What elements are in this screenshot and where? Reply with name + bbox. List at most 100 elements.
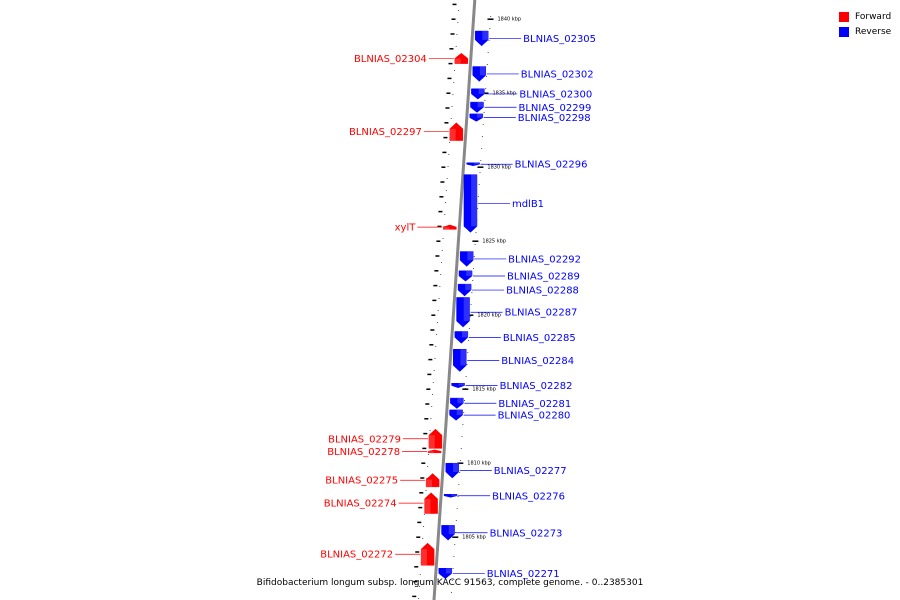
scale-dot: [477, 196, 479, 197]
gene-shade: [457, 398, 464, 404]
gene-label: xylT: [395, 223, 417, 234]
scale-dot: [436, 334, 438, 335]
gene-BLNIAS_02278[interactable]: BLNIAS_02278: [327, 447, 442, 458]
gene-xylT[interactable]: xylT: [395, 223, 457, 234]
gene-label: BLNIAS_02285: [503, 333, 576, 344]
gene-BLNIAS_02296[interactable]: BLNIAS_02296: [466, 160, 588, 171]
gene-shade: [482, 31, 489, 40]
gene-arrow: [424, 492, 438, 514]
gene-mdlB1[interactable]: mdlB1: [463, 174, 544, 233]
gene-BLNIAS_02302[interactable]: BLNIAS_02302: [472, 66, 594, 82]
scale-dot: [425, 490, 427, 491]
scale-dot: [475, 232, 477, 233]
gene-BLNIAS_02300[interactable]: BLNIAS_02300: [471, 88, 592, 101]
gene-BLNIAS_02276[interactable]: BLNIAS_02276: [443, 491, 565, 502]
gene-BLNIAS_02282[interactable]: BLNIAS_02282: [451, 381, 573, 392]
gene-arrow: [451, 383, 465, 388]
scale-dot: [435, 346, 437, 347]
gene-label: BLNIAS_02282: [500, 381, 573, 392]
gene-label: BLNIAS_02298: [518, 113, 591, 124]
gene-BLNIAS_02288[interactable]: BLNIAS_02288: [457, 283, 579, 297]
gene-label: mdlB1: [512, 199, 544, 210]
gene-BLNIAS_02273[interactable]: BLNIAS_02273: [441, 525, 563, 541]
scale-dot: [419, 574, 421, 575]
gene-BLNIAS_02272[interactable]: BLNIAS_02272: [320, 542, 435, 566]
gene-shade: [426, 479, 432, 487]
scale-dot: [463, 412, 465, 413]
gene-BLNIAS_02305[interactable]: BLNIAS_02305: [474, 30, 596, 47]
scale-dot: [437, 310, 439, 311]
gene-BLNIAS_02297[interactable]: BLNIAS_02297: [349, 122, 464, 141]
gene-BLNIAS_02299[interactable]: BLNIAS_02299: [470, 101, 592, 114]
scale-dot: [438, 298, 440, 299]
scale-dot: [478, 184, 480, 185]
gene-BLNIAS_02304[interactable]: BLNIAS_02304: [354, 52, 469, 65]
gene-arrow: [471, 88, 485, 100]
gene-BLNIAS_02284[interactable]: BLNIAS_02284: [453, 348, 574, 372]
gene-BLNIAS_02281[interactable]: BLNIAS_02281: [450, 397, 571, 410]
gene-shade: [454, 58, 461, 64]
scale-dot: [455, 520, 457, 521]
scale-dot: [470, 304, 472, 305]
gene-BLNIAS_02292[interactable]: BLNIAS_02292: [459, 251, 581, 267]
scale-dot: [464, 400, 466, 401]
scale-dot: [427, 466, 429, 467]
gene-arrow: [453, 348, 467, 372]
scale-dot: [487, 52, 489, 53]
gene-BLNIAS_02280[interactable]: BLNIAS_02280: [449, 409, 571, 422]
scale-dot: [459, 472, 461, 473]
kbp-tick-label: 1810 kbp: [467, 461, 491, 467]
scale-dot: [434, 358, 436, 359]
gene-label: BLNIAS_02271: [487, 569, 560, 580]
scale-dot: [481, 136, 483, 137]
gene-BLNIAS_02274[interactable]: BLNIAS_02274: [324, 492, 438, 514]
gene-label: BLNIAS_02305: [523, 34, 596, 45]
gene-arrow: [428, 428, 443, 449]
scale-dot: [473, 256, 475, 257]
gene-shade: [462, 331, 468, 338]
gene-arrow: [457, 283, 472, 297]
scale-dot: [458, 10, 460, 11]
gene-label: BLNIAS_02280: [498, 411, 571, 422]
gene-BLNIAS_02271[interactable]: BLNIAS_02271: [438, 568, 560, 580]
scale-dot: [479, 172, 481, 173]
scale-dot: [456, 508, 458, 509]
scale-dot: [459, 460, 461, 461]
scale-dot: [445, 190, 447, 191]
scale-dot: [450, 118, 452, 119]
gene-label: BLNIAS_02275: [325, 476, 398, 487]
gene-BLNIAS_02287[interactable]: BLNIAS_02287: [456, 297, 578, 328]
scale-dot: [457, 22, 459, 23]
gene-BLNIAS_02285[interactable]: BLNIAS_02285: [454, 331, 576, 344]
gene-shade: [428, 435, 435, 449]
scale-dot: [466, 364, 468, 365]
gene-BLNIAS_02279[interactable]: BLNIAS_02279: [328, 428, 443, 449]
gene-arrow: [449, 409, 463, 421]
gene-label: BLNIAS_02300: [519, 89, 592, 100]
gene-BLNIAS_02289[interactable]: BLNIAS_02289: [458, 270, 580, 283]
gene-BLNIAS_02298[interactable]: BLNIAS_02298: [469, 113, 591, 124]
scale-dot: [457, 496, 459, 497]
gene-arrow: [449, 122, 464, 141]
scale-dot: [468, 340, 470, 341]
scale-dot: [468, 328, 470, 329]
scale-dot: [430, 418, 432, 419]
gene-BLNIAS_02275[interactable]: BLNIAS_02275: [325, 473, 440, 488]
scale-dot: [422, 538, 424, 539]
gene-arrow: [427, 449, 442, 454]
gene-shade: [452, 463, 459, 472]
gene-shade: [479, 66, 486, 76]
gene-shade: [445, 568, 452, 574]
gene-arrow: [456, 297, 470, 328]
legend-label-reverse: Reverse: [855, 26, 892, 37]
scale-dot: [490, 16, 492, 17]
gene-shade: [467, 251, 474, 261]
gene-BLNIAS_02277[interactable]: BLNIAS_02277: [445, 462, 567, 479]
scale-dot: [472, 268, 474, 269]
scale-dot: [465, 376, 467, 377]
forward-swatch: [839, 11, 849, 22]
legend-item-reverse: Reverse: [839, 24, 891, 39]
legend: Forward Reverse: [839, 9, 891, 39]
